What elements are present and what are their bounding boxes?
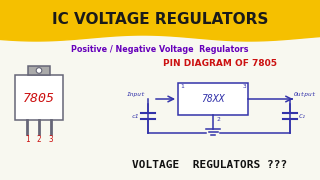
Text: 1: 1	[180, 84, 184, 89]
Text: 7805: 7805	[23, 92, 55, 105]
Text: 78XX: 78XX	[201, 94, 225, 104]
Text: 2: 2	[37, 136, 41, 145]
Bar	[28, 66, 50, 75]
Text: 2: 2	[216, 117, 220, 122]
Text: VOLTAGE  REGULATORS ???: VOLTAGE REGULATORS ???	[132, 160, 288, 170]
Text: 1: 1	[25, 136, 29, 145]
Text: Positive / Negative Voltage  Regulators: Positive / Negative Voltage Regulators	[71, 46, 249, 55]
Polygon shape	[0, 0, 320, 41]
Text: Input: Input	[127, 92, 146, 97]
Text: Output: Output	[294, 92, 316, 97]
Bar	[15, 75, 63, 120]
Text: 3: 3	[242, 84, 246, 89]
Text: 3: 3	[49, 136, 53, 145]
Text: c1: c1	[132, 114, 139, 118]
Bar	[178, 83, 248, 115]
Text: PIN DIAGRAM OF 7805: PIN DIAGRAM OF 7805	[163, 58, 277, 68]
Text: IC VOLTAGE REGULATORS: IC VOLTAGE REGULATORS	[52, 12, 268, 28]
Circle shape	[36, 68, 42, 73]
Text: C₂: C₂	[299, 114, 307, 118]
